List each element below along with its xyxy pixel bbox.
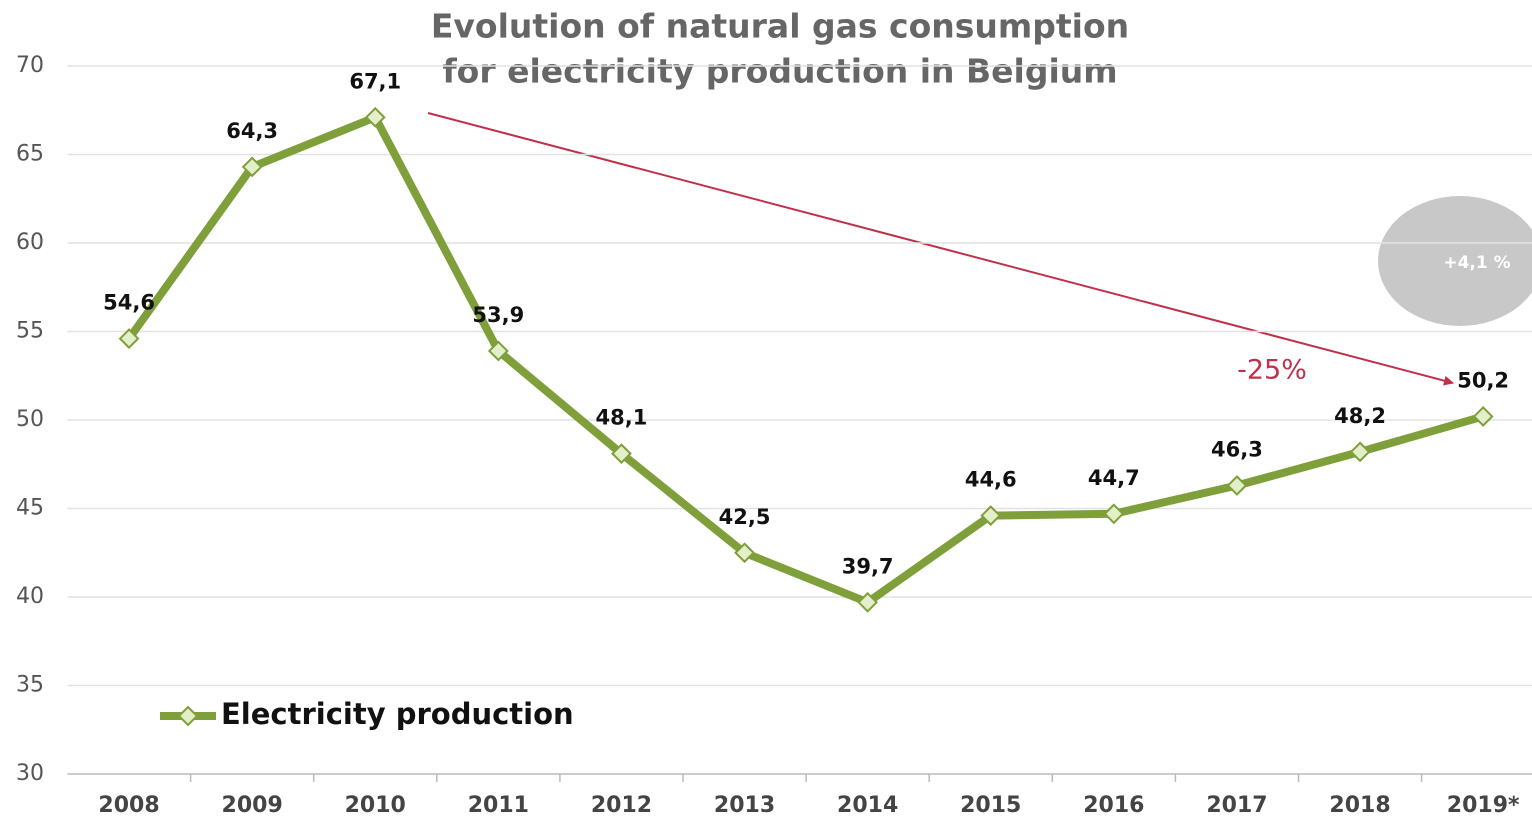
x-tick-label: 2008 — [98, 793, 159, 818]
legend-marker — [177, 705, 199, 727]
y-tick-label: 65 — [16, 142, 44, 167]
data-label: 48,1 — [596, 406, 648, 430]
x-tick-label: 2014 — [837, 793, 898, 818]
data-label: 67,1 — [349, 69, 401, 93]
data-point — [611, 443, 632, 465]
annotation: +4,1 % — [1443, 253, 1510, 273]
x-tick-label: 2016 — [1083, 793, 1144, 818]
data-point — [980, 505, 1002, 526]
x-tick-label: 2009 — [222, 793, 283, 818]
trend-arrow — [427, 112, 1454, 386]
legend-label: Electricity production — [221, 697, 574, 731]
x-tick-label: 2013 — [714, 793, 775, 818]
data-point — [241, 156, 263, 178]
data-point — [1472, 406, 1494, 427]
chart-title: for electricity production in Belgium — [442, 52, 1117, 91]
data-point — [118, 328, 140, 349]
y-tick-label: 50 — [16, 407, 44, 432]
y-tick-label: 45 — [16, 496, 44, 521]
y-tick-label: 55 — [16, 319, 44, 344]
data-label: 39,7 — [842, 554, 894, 578]
data-point — [1226, 475, 1248, 496]
data-label: 64,3 — [226, 119, 278, 143]
data-label: 50,2 — [1457, 368, 1509, 392]
y-tick-label: 35 — [16, 673, 44, 698]
x-tick-label: 2011 — [468, 793, 529, 818]
data-label: 44,7 — [1088, 466, 1140, 490]
data-label: 53,9 — [472, 303, 524, 327]
data-point — [1349, 441, 1371, 463]
data-label: 46,3 — [1211, 437, 1263, 461]
data-label: 44,6 — [965, 468, 1017, 492]
data-point — [487, 340, 509, 362]
y-tick-label: 70 — [16, 53, 44, 78]
data-label: 42,5 — [719, 505, 771, 529]
data-point — [364, 106, 386, 128]
data-label: 48,2 — [1334, 404, 1386, 428]
y-tick-label: 60 — [16, 230, 44, 255]
data-point — [1103, 503, 1125, 525]
x-tick-label: 2010 — [345, 793, 406, 818]
x-tick-label: 2019* — [1447, 793, 1520, 818]
x-tick-label: 2015 — [960, 793, 1021, 818]
data-point — [857, 591, 879, 613]
data-line — [125, 113, 1485, 607]
chart-title: Evolution of natural gas consumption — [431, 7, 1129, 46]
y-tick-label: 30 — [16, 761, 44, 786]
x-tick-label: 2018 — [1329, 793, 1390, 818]
annotation-bubble — [1378, 196, 1532, 326]
data-point — [734, 542, 755, 564]
x-tick-label: 2017 — [1206, 793, 1267, 818]
y-tick-label: 40 — [16, 584, 44, 609]
data-label: 54,6 — [103, 291, 155, 315]
annotation: -25% — [1237, 355, 1307, 386]
x-tick-label: 2012 — [591, 793, 652, 818]
